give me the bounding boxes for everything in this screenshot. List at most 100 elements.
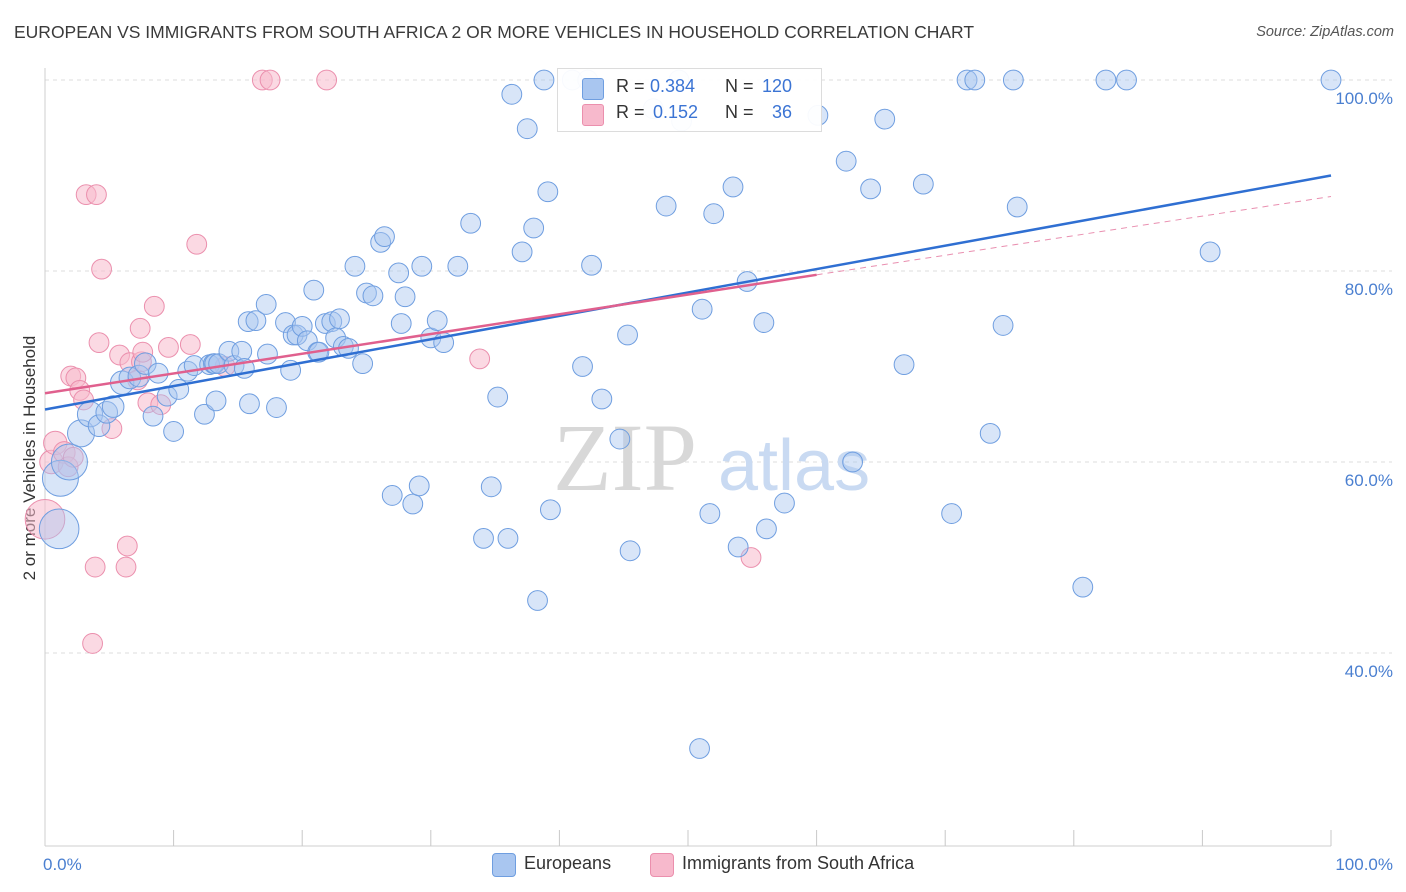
- data-point: [572, 356, 593, 377]
- data-point: [255, 294, 277, 315]
- data-point: [147, 362, 169, 384]
- data-point: [511, 241, 533, 263]
- legend-r-value: 0.152: [653, 102, 699, 122]
- data-point: [533, 69, 555, 91]
- y-tick-label: 40.0%: [1345, 662, 1393, 681]
- legend-n-label: N =: [725, 102, 754, 122]
- data-point: [179, 334, 201, 355]
- data-point: [87, 414, 111, 438]
- data-point: [116, 535, 138, 557]
- legend-n-value: 36: [772, 102, 793, 122]
- data-point: [388, 262, 410, 284]
- data-point: [835, 150, 857, 172]
- data-point: [473, 528, 494, 549]
- data-point: [689, 738, 710, 759]
- data-point: [344, 255, 366, 277]
- trend-line-immigrants-extension: [816, 196, 1332, 276]
- data-point: [316, 69, 338, 91]
- data-point: [617, 324, 638, 346]
- series-immigrants-south-africa: [24, 69, 762, 654]
- data-point: [1006, 196, 1028, 218]
- data-point: [303, 279, 325, 301]
- data-point: [460, 212, 482, 234]
- data-point: [487, 386, 509, 408]
- data-point: [50, 443, 88, 481]
- data-point: [469, 348, 491, 370]
- data-point: [691, 298, 713, 320]
- data-point: [516, 118, 538, 140]
- data-point: [722, 176, 744, 198]
- data-point: [218, 340, 240, 362]
- data-point: [1116, 69, 1137, 91]
- trend-lines: [44, 174, 1332, 411]
- legend-label-europeans: Europeans: [524, 853, 612, 873]
- legend-swatch-immigrants: [650, 853, 674, 877]
- data-point: [591, 388, 613, 410]
- chart-title: EUROPEAN VS IMMIGRANTS FROM SOUTH AFRICA…: [14, 22, 975, 42]
- data-point: [291, 315, 313, 337]
- data-point: [480, 476, 502, 498]
- data-point: [402, 493, 424, 515]
- data-point: [296, 330, 318, 352]
- data-point: [912, 173, 934, 195]
- data-point: [237, 311, 259, 333]
- data-point: [756, 518, 777, 540]
- data-point: [956, 69, 978, 91]
- x-tick-label-max: 100.0%: [1335, 855, 1393, 874]
- x-ticks: [173, 830, 1332, 846]
- data-point: [38, 508, 80, 550]
- data-point: [88, 332, 110, 354]
- data-point: [259, 69, 281, 91]
- watermark-atlas: atlas: [718, 426, 870, 506]
- data-point: [168, 379, 190, 400]
- data-point: [231, 340, 253, 362]
- data-point: [408, 475, 430, 497]
- legend-n-value: 120: [762, 76, 793, 96]
- data-point: [655, 195, 677, 217]
- data-point: [527, 590, 548, 611]
- data-point: [426, 310, 448, 332]
- data-point: [245, 310, 267, 332]
- data-point: [239, 393, 260, 415]
- data-point: [860, 178, 882, 200]
- data-point: [163, 421, 185, 442]
- data-point: [539, 499, 561, 521]
- trend-line-immigrants: [44, 273, 817, 395]
- data-point: [329, 308, 350, 330]
- data-point: [150, 394, 172, 416]
- data-point: [699, 503, 721, 524]
- data-point: [774, 492, 795, 514]
- data-point: [132, 341, 154, 363]
- data-point: [874, 108, 896, 130]
- y-tick-label: 80.0%: [1345, 280, 1393, 299]
- watermark: ZIP atlas: [553, 404, 870, 511]
- data-point: [158, 337, 179, 358]
- data-point: [497, 528, 519, 549]
- data-point: [941, 503, 963, 524]
- data-point: [447, 255, 469, 277]
- data-point: [1072, 576, 1094, 598]
- data-point: [1095, 69, 1117, 91]
- data-point: [115, 556, 137, 578]
- data-point: [142, 405, 164, 427]
- legend-swatch-pink: [582, 104, 604, 126]
- x-tick-label-min: 0.0%: [43, 855, 82, 874]
- legend-swatch-blue: [582, 78, 604, 100]
- legend-n-label: N =: [725, 76, 754, 96]
- data-point: [581, 254, 602, 276]
- data-point: [91, 258, 112, 280]
- data-point: [374, 226, 395, 248]
- legend-swatch-europeans: [492, 853, 516, 877]
- data-point: [619, 540, 641, 562]
- data-point: [1199, 241, 1221, 263]
- stats-legend: R = 0.384 N = 120 R = 0.152 N = 36: [557, 68, 822, 132]
- data-point: [205, 390, 227, 412]
- data-point: [609, 428, 631, 450]
- data-point: [86, 184, 107, 206]
- data-point: [727, 536, 749, 558]
- data-point: [321, 311, 343, 333]
- data-point: [394, 286, 416, 308]
- data-point: [411, 255, 433, 277]
- data-point: [1320, 69, 1342, 91]
